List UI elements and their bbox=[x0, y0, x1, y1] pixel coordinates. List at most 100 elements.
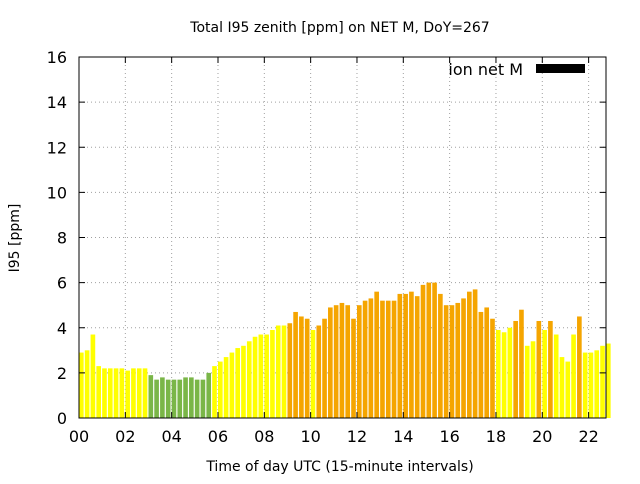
bar bbox=[513, 320, 518, 418]
bar bbox=[536, 320, 542, 418]
bar bbox=[264, 334, 269, 418]
x-tick-label: 00 bbox=[69, 427, 89, 446]
y-tick-label: 10 bbox=[47, 183, 67, 202]
axis-ticks bbox=[78, 56, 606, 419]
bar bbox=[316, 325, 322, 418]
x-tick-label: 12 bbox=[347, 427, 367, 446]
bar bbox=[223, 357, 229, 418]
bar bbox=[443, 305, 449, 418]
bar bbox=[577, 316, 582, 418]
bar bbox=[113, 368, 119, 418]
bar bbox=[571, 334, 576, 418]
bar bbox=[131, 368, 136, 418]
bar bbox=[478, 311, 484, 418]
bar bbox=[449, 305, 455, 418]
bar bbox=[107, 368, 113, 418]
bar bbox=[582, 352, 588, 418]
bar bbox=[368, 298, 374, 418]
bar bbox=[217, 361, 223, 418]
bar bbox=[472, 289, 478, 418]
bar bbox=[171, 379, 177, 418]
bar bbox=[594, 350, 600, 418]
bar bbox=[212, 366, 217, 418]
bar bbox=[79, 352, 84, 418]
bar bbox=[246, 341, 252, 418]
x-tick-label: 08 bbox=[254, 427, 274, 446]
bar bbox=[119, 368, 125, 418]
bar bbox=[542, 330, 547, 418]
bar bbox=[461, 298, 466, 418]
bar bbox=[403, 293, 408, 418]
bar bbox=[136, 368, 142, 418]
bar bbox=[548, 320, 553, 418]
bar bbox=[241, 345, 246, 418]
bar bbox=[275, 325, 281, 418]
bar bbox=[495, 330, 501, 418]
bar bbox=[490, 318, 495, 418]
bar bbox=[189, 377, 194, 418]
bar bbox=[391, 300, 397, 418]
bar bbox=[484, 307, 490, 418]
bar bbox=[426, 282, 432, 418]
bar bbox=[229, 352, 235, 418]
bar bbox=[351, 318, 356, 418]
bar bbox=[125, 370, 130, 418]
y-tick-label: 14 bbox=[47, 93, 67, 112]
bar bbox=[258, 334, 264, 418]
bar bbox=[206, 372, 212, 418]
bar bbox=[362, 300, 368, 418]
bar bbox=[397, 293, 403, 418]
bar bbox=[356, 305, 362, 418]
bar bbox=[467, 291, 472, 418]
bar bbox=[252, 336, 258, 418]
bar bbox=[299, 316, 304, 418]
bar bbox=[142, 368, 148, 418]
bar bbox=[606, 343, 611, 418]
bar bbox=[102, 368, 107, 418]
x-tick-label: 14 bbox=[393, 427, 413, 446]
bar bbox=[281, 325, 287, 418]
bar bbox=[235, 348, 240, 418]
bar bbox=[385, 300, 391, 418]
y-tick-label: 6 bbox=[57, 274, 67, 293]
bar bbox=[559, 357, 565, 418]
bar bbox=[148, 375, 154, 418]
bar bbox=[200, 379, 206, 418]
bar bbox=[287, 323, 293, 418]
x-tick-label: 20 bbox=[532, 427, 552, 446]
bar bbox=[90, 334, 96, 418]
x-tick-label: 16 bbox=[439, 427, 459, 446]
bar bbox=[588, 352, 594, 418]
bar bbox=[507, 327, 513, 418]
bar bbox=[553, 334, 559, 418]
bar bbox=[333, 305, 339, 418]
bar bbox=[304, 318, 310, 418]
y-tick-label: 0 bbox=[57, 409, 67, 428]
bar bbox=[530, 341, 536, 418]
bar bbox=[270, 330, 275, 418]
bar bbox=[328, 307, 333, 418]
x-tick-label: 04 bbox=[161, 427, 181, 446]
y-tick-label: 2 bbox=[57, 364, 67, 383]
bar bbox=[339, 302, 345, 418]
bar bbox=[96, 366, 102, 418]
bar bbox=[154, 379, 159, 418]
legend-swatch bbox=[536, 64, 585, 73]
bar bbox=[293, 311, 298, 418]
bar bbox=[194, 379, 200, 418]
x-tick-label: 06 bbox=[208, 427, 228, 446]
bar bbox=[183, 377, 188, 418]
bar bbox=[380, 300, 385, 418]
bar bbox=[310, 330, 316, 418]
bar bbox=[84, 350, 90, 418]
x-tick-label: 18 bbox=[486, 427, 506, 446]
y-axis-label: I95 [ppm] bbox=[7, 204, 23, 273]
bar bbox=[565, 361, 571, 418]
bar bbox=[374, 291, 379, 418]
legend: ion net M bbox=[448, 60, 585, 79]
bar bbox=[409, 291, 414, 418]
x-tick-label: 10 bbox=[300, 427, 320, 446]
bar bbox=[345, 305, 351, 418]
bar bbox=[524, 345, 530, 418]
